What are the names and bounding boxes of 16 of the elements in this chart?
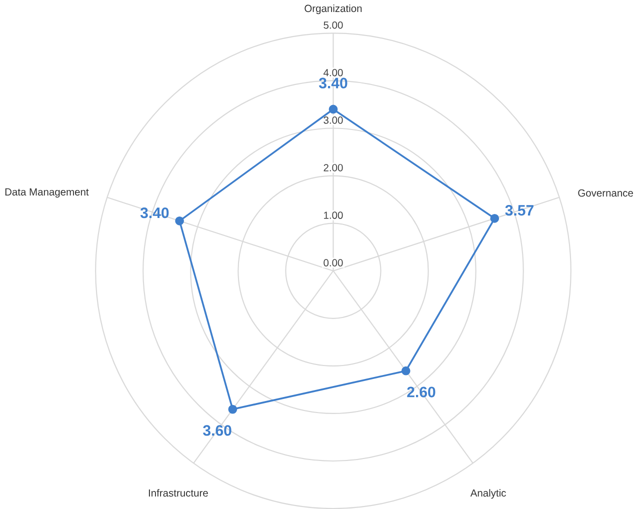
y-tick-label: 1.00 — [324, 212, 343, 219]
data-label: 3.60 — [203, 425, 232, 436]
spoke-label: Organization — [304, 4, 362, 14]
spoke-label: Data Management — [5, 188, 89, 198]
data-label: 3.57 — [505, 204, 534, 216]
y-tick-label: 2.00 — [324, 164, 343, 172]
y-tick-label: 4.00 — [324, 68, 343, 76]
spoke-label: Governance — [578, 189, 633, 197]
data-label: 3.40 — [140, 207, 169, 218]
spoke-label: Analytic — [470, 489, 506, 499]
data-label: 2.60 — [407, 386, 436, 398]
y-tick-label: 5.00 — [324, 21, 343, 29]
y-tick-label: 3.00 — [324, 116, 343, 124]
data-label: 3.40 — [318, 78, 348, 88]
y-tick-label: 0.00 — [324, 259, 343, 266]
spoke-label: Infrastructure — [148, 489, 208, 497]
